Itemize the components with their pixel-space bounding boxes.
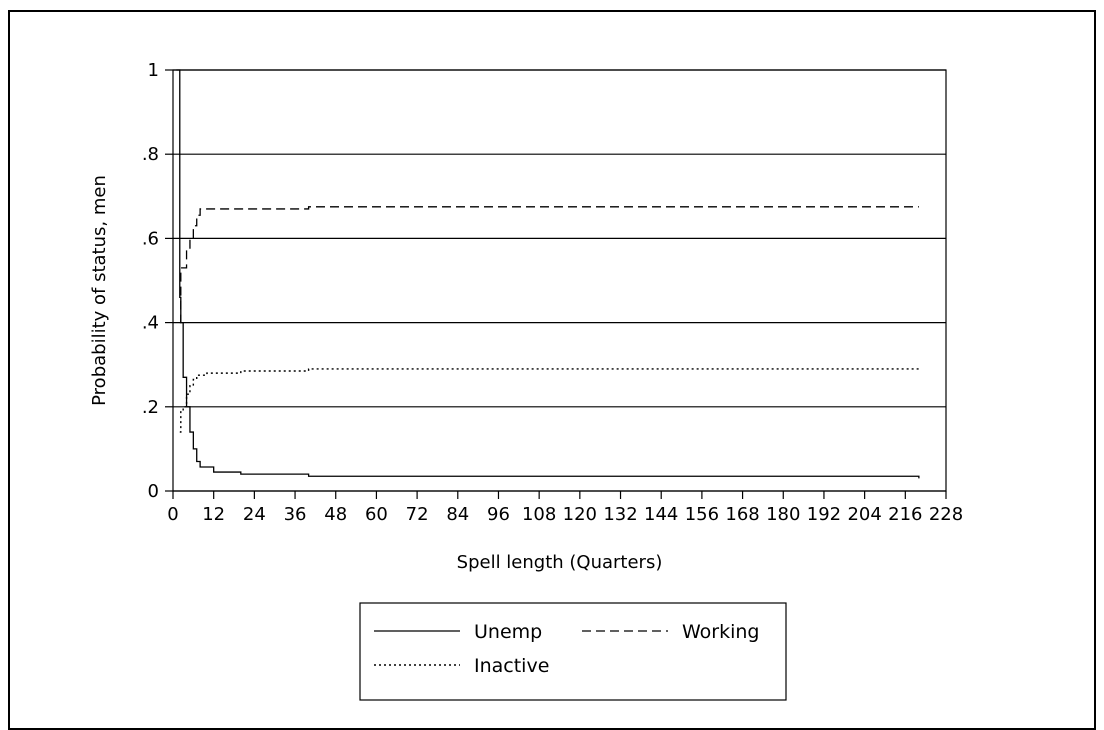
- x-tick-label: 216: [888, 504, 922, 525]
- x-tick-label: 228: [929, 504, 963, 525]
- y-axis: 0 .2 .4 .6 .8 1: [142, 60, 173, 502]
- x-tick-label: 84: [446, 504, 469, 525]
- x-tick-label: 12: [202, 504, 225, 525]
- legend: Unemp Working Inactive: [359, 602, 787, 701]
- series-line-working: [179, 206, 919, 324]
- x-tick-label: 156: [685, 504, 719, 525]
- x-tick-label: 192: [807, 504, 841, 525]
- x-tick-label: 132: [603, 504, 637, 525]
- y-tick-label: .6: [142, 228, 159, 249]
- x-tick-label: 36: [284, 504, 307, 525]
- x-axis: 0 12 24 36 48 60 72 84 96 108 120 132 144 156 168 180 19…: [167, 491, 963, 525]
- x-tick-label: 96: [487, 504, 510, 525]
- line-chart: 0 .2 .4 .6 .8 1 0 12 24 36 48 60 72 84 96 108 120 132 144…: [89, 60, 963, 701]
- x-tick-label: 108: [522, 504, 556, 525]
- legend-label-working: Working: [682, 621, 760, 643]
- x-tick-label: 72: [406, 504, 429, 525]
- x-axis-title: Spell length (Quarters): [457, 552, 663, 573]
- x-tick-label: 144: [644, 504, 678, 525]
- series-line-unemp: [176, 69, 920, 479]
- x-tick-label: 24: [243, 504, 266, 525]
- x-tick-label: 48: [324, 504, 347, 525]
- y-tick-label: 1: [148, 60, 159, 81]
- grid: [173, 69, 946, 492]
- series-lines: [176, 69, 920, 479]
- legend-label-unemp: Unemp: [474, 621, 542, 643]
- plot-area: [172, 69, 947, 492]
- x-tick-label: 204: [847, 504, 881, 525]
- x-tick-label: 0: [167, 504, 178, 525]
- x-tick-label: 180: [766, 504, 800, 525]
- series-line-inactive: [179, 366, 920, 433]
- figure-frame: 0 .2 .4 .6 .8 1 0 12 24 36 48 60 72 84 96 108 120 132 144…: [8, 10, 1096, 730]
- y-axis-title: Probability of status, men: [89, 175, 110, 406]
- legend-box: [359, 602, 787, 701]
- y-tick-label: .8: [142, 144, 159, 165]
- x-tick-label: 120: [563, 504, 597, 525]
- legend-label-inactive: Inactive: [474, 655, 549, 677]
- y-tick-label: .4: [142, 313, 159, 334]
- x-tick-label: 168: [725, 504, 759, 525]
- y-tick-label: .2: [142, 397, 159, 418]
- x-tick-label: 60: [365, 504, 388, 525]
- y-tick-label: 0: [148, 481, 159, 502]
